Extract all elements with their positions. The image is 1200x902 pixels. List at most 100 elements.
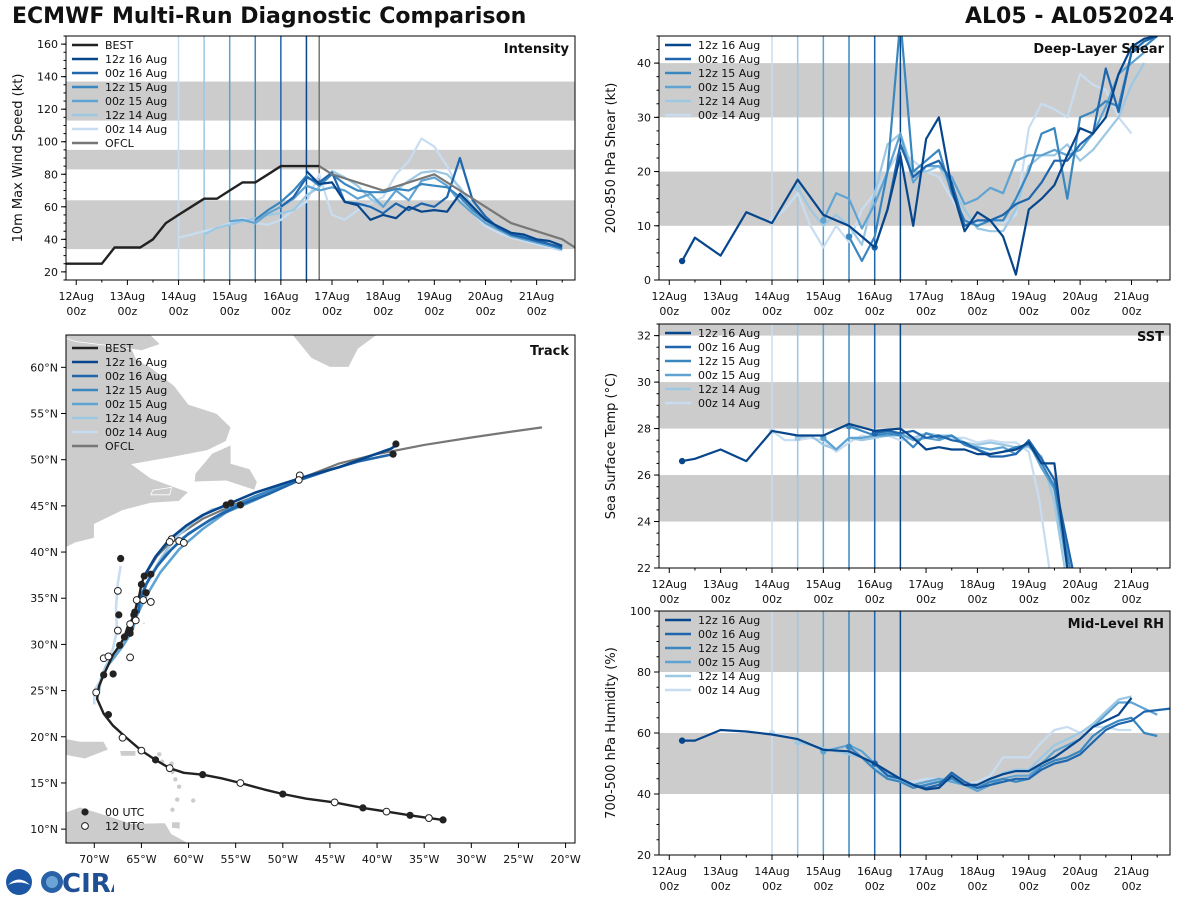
sst-ytick-label: 28 (637, 423, 651, 436)
shear-title: Deep-Layer Shear (1033, 42, 1164, 57)
land-north-america (66, 335, 232, 548)
sst-xtick-sub: 00z (762, 593, 782, 606)
intensity-series-00z-16-aug (280, 156, 563, 249)
rh-xtick-label: 18Aug (960, 865, 995, 878)
track-point-12utc (424, 814, 433, 822)
intensity-panel: 20 40 60 80 100 120 140 160 12Aug 00z 13Aug 00z 14Au… (11, 35, 576, 318)
sst-xtick-label: 19Aug (1011, 578, 1046, 591)
shear-series-12z-14-aug (796, 62, 1146, 246)
shear-ytick-label: 20 (637, 166, 651, 179)
track-panel: 70°W 65°W 60°W 55°W 50°W 45°W 40°W 35°W 30°W 25°W… (30, 334, 581, 866)
shear-xtick-sub: 00z (865, 305, 885, 318)
intensity-legend-label: 00z 15 Aug (105, 95, 167, 108)
intensity-xtick-sub: 00z (373, 305, 393, 318)
track-lon-label: 55°W (220, 853, 250, 866)
track-plot-area (66, 335, 543, 843)
track-point-12utc (330, 798, 339, 807)
intensity-legend-label: 00z 16 Aug (105, 67, 167, 80)
sst-legend-label: 12z 16 Aug (698, 327, 760, 340)
rh-init-point-0 (678, 737, 686, 744)
rh-init-point-2 (845, 743, 853, 750)
land-us-coast (66, 565, 67, 590)
rh-xtick-sub: 00z (762, 880, 782, 893)
sst-title: SST (1137, 330, 1164, 345)
shear-legend-label: 00z 16 Aug (698, 53, 760, 66)
track-legend-label: 12z 14 Aug (105, 412, 167, 425)
track-run-00z-15-aug (107, 478, 300, 666)
rh-xtick-label: 17Aug (908, 865, 943, 878)
rh-xtick-label: 19Aug (1011, 865, 1046, 878)
intensity-ytick-label: 140 (37, 71, 58, 84)
rh-legend-label: 12z 16 Aug (698, 614, 760, 627)
track-point-12utc (131, 616, 140, 625)
rh-legend-label: 00z 14 Aug (698, 684, 760, 697)
shear-legend-label: 12z 15 Aug (698, 67, 760, 80)
land-island-2 (176, 784, 182, 789)
cira-logo: CIRA (4, 866, 131, 899)
sst-ytick-label: 24 (637, 516, 651, 529)
rh-ytick-label: 80 (637, 666, 651, 679)
track-point-00utc (222, 501, 230, 509)
track-point-00utc (137, 580, 146, 588)
sst-xtick-sub: 00z (813, 593, 833, 606)
sst-xtick-sub: 00z (659, 593, 679, 606)
track-lon-label: 65°W (126, 853, 156, 866)
sst-band-0 (659, 475, 1170, 522)
sst-legend-label: 00z 16 Aug (698, 341, 760, 354)
track-lon-label: 25°W (503, 853, 533, 866)
rh-panel: 20 40 60 80 100 12Aug 00z 13Aug 00z 14Aug 00z 15Aug… (604, 605, 1171, 893)
shear-ylabel: 200-850 hPa Shear (kt) (604, 83, 619, 234)
track-lat-label: 25°N (30, 685, 58, 698)
sst-xtick-label: 20Aug (1062, 578, 1097, 591)
shear-xtick-label: 14Aug (754, 290, 789, 303)
track-point-12utc (104, 652, 113, 661)
shear-series-12z-16-aug (681, 36, 1158, 276)
intensity-band-0 (66, 200, 575, 250)
intensity-band-2 (66, 81, 575, 121)
track-point-12utc (113, 626, 122, 635)
shear-legend-label: 00z 15 Aug (698, 81, 760, 94)
sst-xtick-sub: 00z (1122, 593, 1142, 606)
track-lat-label: 50°N (30, 454, 58, 467)
sst-xtick-label: 21Aug (1114, 578, 1149, 591)
rh-xtick-label: 15Aug (806, 865, 841, 878)
track-point-12utc (139, 596, 148, 604)
rh-ytick-label: 20 (637, 849, 651, 862)
shear-legend-label: 12z 16 Aug (698, 39, 760, 52)
sst-legend-label: 12z 15 Aug (698, 355, 760, 368)
sst-legend-label: 12z 14 Aug (698, 383, 760, 396)
rh-xtick-label: 12Aug (652, 865, 687, 878)
track-point-00utc (116, 641, 124, 649)
intensity-xtick-sub: 00z (527, 305, 547, 318)
sst-xtick-label: 12Aug (652, 578, 687, 591)
track-point-00utc (142, 589, 150, 597)
track-point-12utc (137, 746, 146, 755)
rh-xtick-sub: 00z (865, 880, 885, 893)
track-point-12utc (179, 538, 188, 547)
rh-xtick-label: 20Aug (1062, 865, 1097, 878)
track-point-12utc (165, 537, 174, 546)
track-point-12utc (126, 653, 134, 662)
track-point-00utc (100, 671, 108, 679)
intensity-xtick-sub: 00z (117, 305, 137, 318)
track-point-00utc (115, 611, 123, 619)
track-legend-label: BEST (105, 342, 133, 355)
track-point-12utc (236, 779, 245, 787)
land-island-1 (173, 777, 178, 782)
storm-id-title: AL05 - AL052024 (965, 4, 1174, 29)
land-newfoundland (193, 444, 258, 491)
rh-xtick-sub: 00z (813, 880, 833, 893)
rh-legend-label: 00z 16 Aug (698, 628, 760, 641)
shear-xtick-label: 20Aug (1062, 290, 1097, 303)
rh-xtick-sub: 00z (968, 880, 988, 893)
sst-xtick-label: 17Aug (908, 578, 943, 591)
land-baffin (66, 335, 162, 352)
track-run-12z-14-aug (97, 503, 236, 693)
intensity-xtick-sub: 00z (169, 305, 189, 318)
sst-xtick-sub: 00z (916, 593, 936, 606)
track-point-00utc (147, 570, 155, 578)
track-lat-label: 45°N (30, 500, 58, 513)
